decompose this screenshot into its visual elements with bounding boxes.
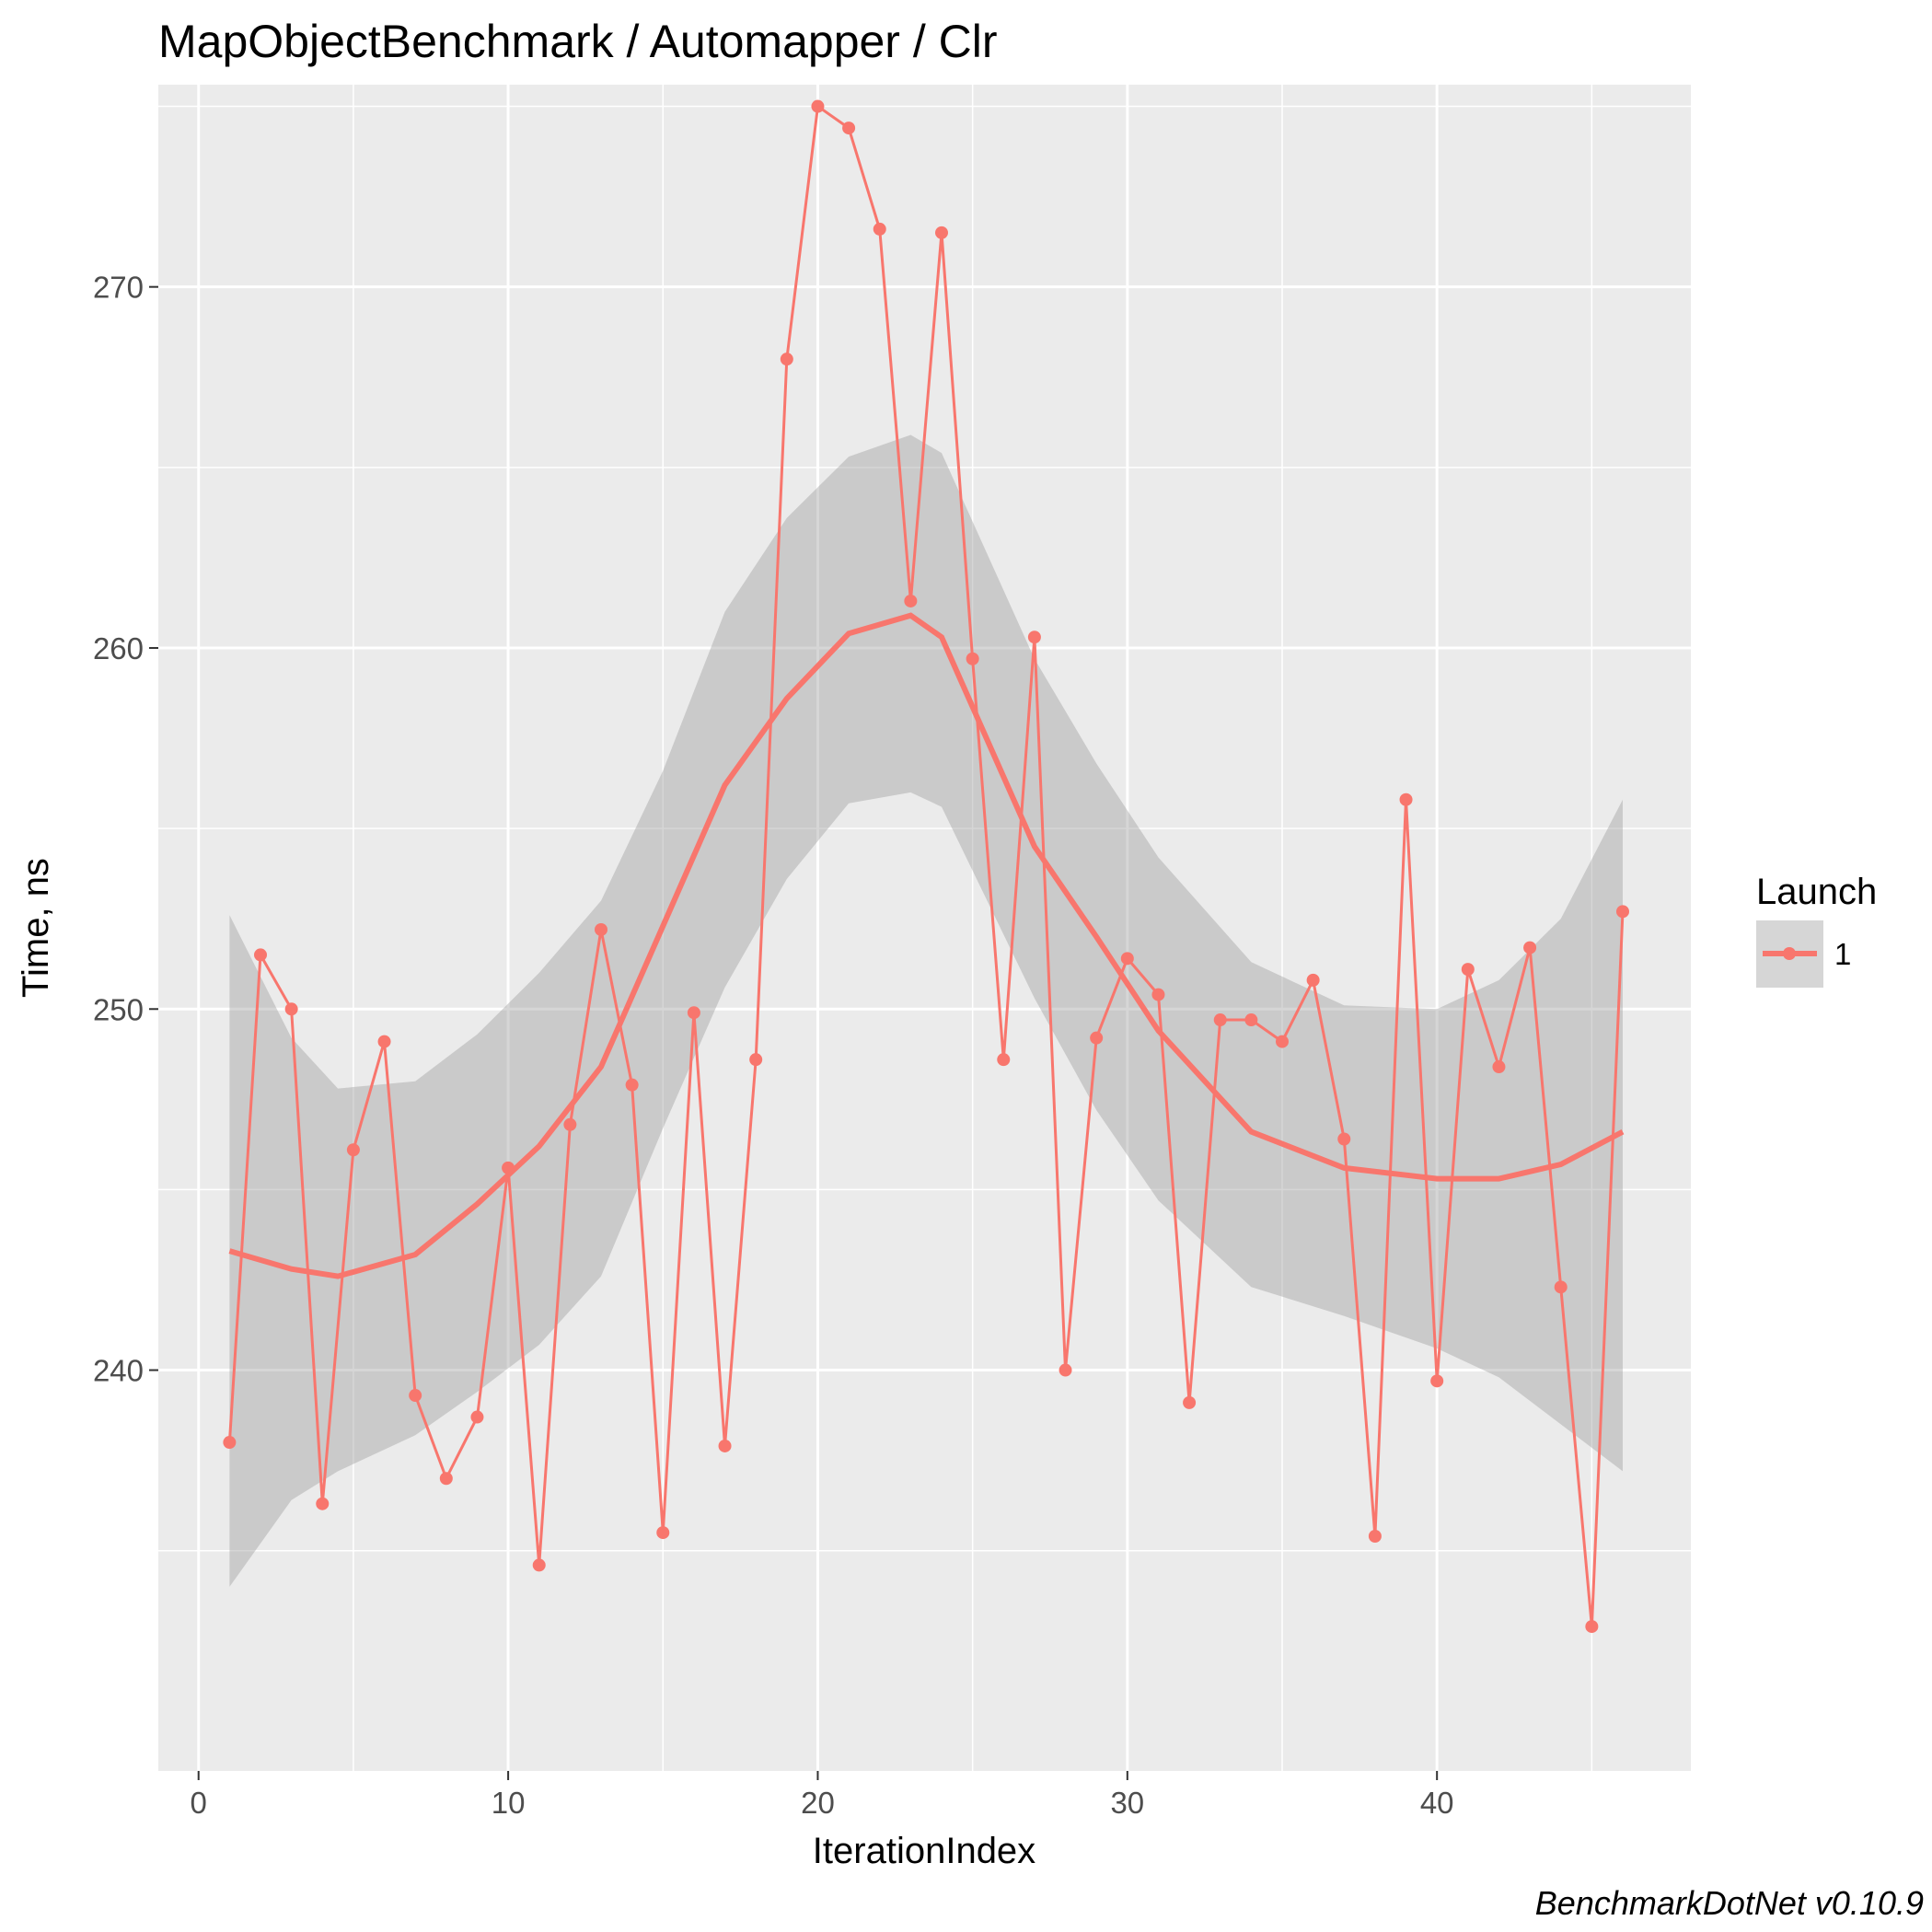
data-point [1585,1620,1599,1634]
data-point [1616,905,1629,919]
data-point [502,1161,515,1174]
data-point [346,1143,360,1157]
x-tick-label: 20 [801,1786,835,1820]
data-point [563,1117,577,1131]
data-point [749,1053,763,1067]
data-point [718,1439,732,1452]
data-point [935,226,948,239]
legend-key-point [1783,947,1796,960]
data-point [532,1558,546,1572]
data-point [284,1002,298,1016]
data-point [377,1035,391,1048]
data-point [1183,1395,1197,1409]
data-point [1523,941,1537,954]
data-point [470,1410,484,1424]
x-axis-title: IterationIndex [813,1831,1035,1871]
x-tick-label: 40 [1420,1786,1454,1820]
x-tick-label: 30 [1110,1786,1144,1820]
data-point [1027,631,1041,644]
data-point [1090,1031,1104,1045]
data-point [1337,1132,1351,1146]
data-point [439,1472,453,1486]
y-axis-title: Time, ns [16,858,56,998]
data-point [997,1053,1011,1067]
y-tick-label: 250 [93,992,144,1026]
data-point [1213,1013,1227,1027]
legend: Launch 1 [1756,872,1877,988]
series-line-launch-1 [227,103,1625,1627]
data-point [1276,1035,1289,1048]
data-point [1306,973,1320,987]
data-point [1461,963,1475,977]
data-point [687,1006,700,1020]
y-tick-label: 270 [93,271,144,305]
y-tick-label: 240 [93,1354,144,1388]
data-point [780,353,793,366]
data-point [656,1526,670,1540]
data-point [1120,952,1134,966]
data-point [1554,1280,1568,1294]
x-tick-label: 0 [191,1786,207,1820]
y-tick-label: 260 [93,631,144,665]
y-axis-ticks: 240 250 260 270 [93,271,158,1388]
confidence-ribbon [229,434,1623,1587]
x-tick-label: 10 [492,1786,526,1820]
data-point [1399,792,1413,806]
data-point [842,121,856,135]
data-point [254,948,267,962]
smooth-trend-line [228,612,1625,1279]
data-point [1059,1363,1072,1377]
legend-label-1: 1 [1834,937,1851,971]
data-point [1244,1013,1258,1027]
chart-title: MapObjectBenchmark / Automapper / Clr [158,16,998,67]
data-point [811,99,825,113]
caption: BenchmarkDotNet v0.10.9 [1535,1884,1924,1922]
data-point [1430,1374,1444,1388]
data-point [223,1436,237,1450]
data-point [1151,988,1165,1001]
data-point [1368,1530,1382,1544]
data-point [595,922,607,936]
data-point [1492,1060,1506,1074]
data-points [223,99,1629,1634]
data-point [873,222,886,236]
x-axis-ticks: 0 10 20 30 40 [191,1771,1454,1820]
data-point [966,652,979,665]
major-gridlines-x [197,85,1439,1771]
legend-title: Launch [1756,872,1877,912]
data-point [904,594,918,607]
data-point [625,1078,639,1092]
data-point [316,1497,330,1510]
data-point [409,1389,422,1403]
plot-panel [158,85,1691,1771]
minor-gridlines-y [158,105,1691,1552]
